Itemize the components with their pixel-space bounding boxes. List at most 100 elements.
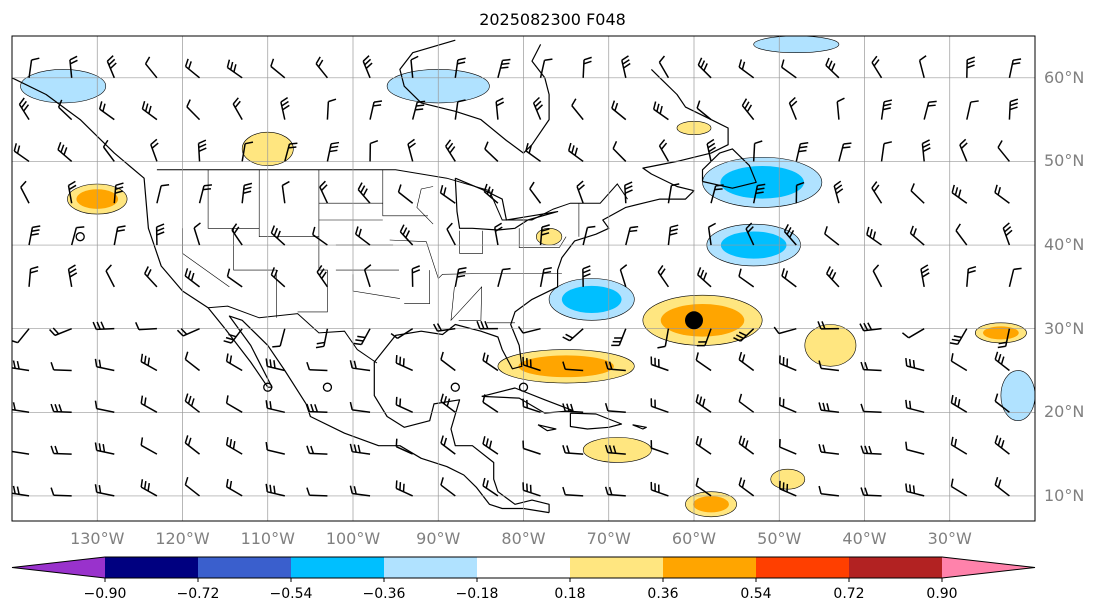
wind-barb (454, 57, 466, 78)
wind-barb (951, 184, 968, 204)
wind-barb (619, 264, 628, 288)
wind-barb (198, 184, 213, 204)
wind-barb (706, 138, 716, 162)
wind-barb (695, 394, 712, 413)
wind-barb (265, 400, 285, 414)
state-border (233, 228, 277, 318)
wind-barb (658, 55, 670, 79)
longitude-label: 120°W (155, 529, 210, 548)
wind-barb (539, 58, 553, 78)
wind-barb (50, 445, 72, 455)
wind-barb (140, 395, 158, 413)
wind-barb (921, 139, 931, 162)
wind-barb (94, 358, 115, 372)
wind-barb (532, 96, 543, 120)
storm-position-marker (685, 311, 703, 330)
wind-barb (880, 99, 893, 120)
colorbar-segment (570, 557, 663, 578)
calm-wind-circle (263, 382, 273, 392)
negative-anomaly-area (753, 36, 840, 54)
colorbar-segment (756, 557, 849, 578)
wind-barb (733, 328, 755, 342)
negative-anomaly-area (20, 69, 107, 104)
wind-barb (905, 483, 925, 497)
wind-barb (223, 328, 243, 344)
wind-barb (106, 55, 117, 79)
wind-barb (476, 320, 498, 330)
wind-barb (955, 223, 968, 246)
wind-barb (184, 58, 201, 79)
wind-barb (738, 59, 755, 79)
wind-barb (12, 450, 30, 455)
wind-barb (232, 97, 243, 120)
wind-barb (773, 326, 797, 335)
wind-barb (710, 184, 724, 204)
latitude-label: 20°N (1044, 402, 1085, 422)
wind-barb (652, 101, 669, 121)
colorbar-tick-label: −0.36 (362, 586, 406, 602)
wind-barb (824, 226, 840, 246)
wind-barb (860, 403, 882, 414)
wind-barb (905, 441, 925, 455)
wind-barb (860, 361, 882, 372)
wind-barb (522, 398, 541, 414)
wind-barb (833, 180, 844, 204)
wind-barb (319, 180, 329, 204)
wind-barb (48, 327, 72, 337)
positive-anomaly-core (693, 496, 729, 513)
longitude-label: 50°W (757, 529, 802, 548)
longitude-label: 100°W (325, 529, 381, 548)
wind-barb (818, 402, 840, 414)
wind-barb (186, 99, 201, 121)
wind-barb (482, 352, 499, 372)
wind-barb (818, 444, 840, 455)
state-border (297, 236, 328, 313)
wind-barb (650, 398, 669, 414)
wind-barb (225, 437, 243, 455)
wind-barb (312, 226, 328, 246)
colorbar-tick-label: 0.72 (833, 586, 865, 602)
wind-barb (781, 268, 797, 288)
wind-barb (92, 321, 115, 331)
wind-barb (349, 485, 371, 497)
wind-barb (94, 400, 115, 414)
wind-barb (241, 182, 253, 204)
wind-barb (28, 225, 41, 246)
wind-barb (113, 182, 124, 204)
wind-barb (454, 99, 466, 120)
state-border (518, 228, 567, 248)
longitude-label: 70°W (586, 529, 631, 548)
state-border (382, 169, 428, 217)
wind-barb (454, 267, 467, 288)
wind-barb (695, 352, 712, 372)
wind-barb (562, 403, 584, 414)
wind-barb (407, 138, 416, 162)
country-border (208, 305, 378, 364)
wind-barb (225, 478, 243, 497)
wind-barb (281, 180, 290, 204)
wind-barb (741, 98, 755, 121)
wind-barb (745, 222, 755, 246)
wind-barb (13, 143, 30, 163)
positive-anomaly-core (518, 355, 614, 378)
negative-anomaly-core (720, 166, 804, 199)
wind-barb (950, 478, 968, 497)
wind-barb (306, 361, 328, 372)
wind-barb (326, 98, 337, 120)
wind-barb (880, 141, 892, 162)
wind-barb (98, 101, 115, 121)
wind-barb (738, 268, 755, 288)
wind-barb (949, 328, 968, 345)
wind-barb (270, 225, 286, 246)
wind-barb (50, 487, 72, 497)
longitude-label: 90°W (416, 529, 461, 548)
wind-barb (225, 395, 243, 413)
wind-barb (994, 351, 1010, 372)
wind-barb (315, 328, 329, 349)
colorbar-tick-label: 0.36 (647, 586, 679, 602)
wind-barb (150, 138, 159, 162)
coastline (569, 412, 623, 430)
wind-barb (144, 266, 158, 288)
wind-barb (395, 438, 413, 455)
wind-barb (860, 445, 882, 455)
